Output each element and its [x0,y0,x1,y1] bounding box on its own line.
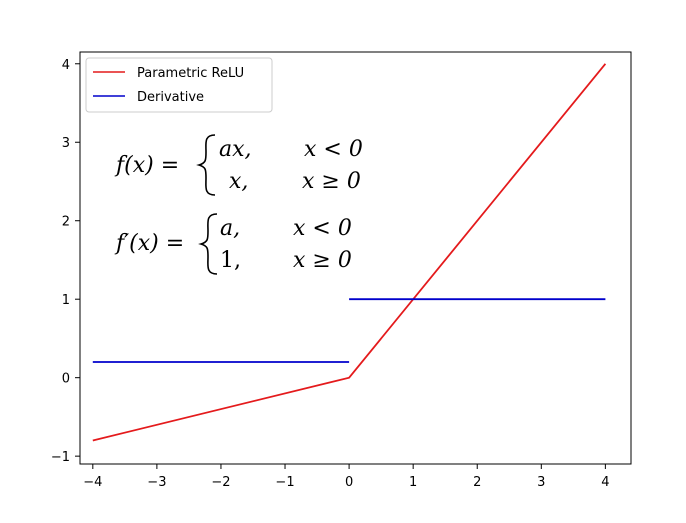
formula-fp-brace [198,213,218,275]
legend-label-prelu: Parametric ReLU [137,66,244,81]
legend: Parametric ReLU Derivative [85,57,273,113]
formula-fp-lhs: f′(x) = [114,231,184,256]
formula-f-case2-expr: x, [229,169,248,194]
series-layer [92,63,607,442]
y-tick-label: 3 [62,136,70,151]
legend-box [85,57,273,113]
series-line-parametric-relu-0 [92,63,607,442]
formula-f-case2-cond: x ≥ 0 [302,169,361,194]
y-tick-label: 2 [62,215,70,230]
x-tick-label: −2 [211,475,230,490]
x-tick-label: 0 [345,475,353,490]
formula-f-case1-expr: ax, [219,137,252,162]
plot-frame [79,51,632,465]
formula-f-brace [196,134,216,196]
y-tick-label: 4 [62,58,70,73]
formula-derivative: f′(x) = a, x < 0 1, x ≥ 0 [114,213,352,275]
x-tick-label: 4 [601,475,609,490]
y-tick-label: 1 [62,293,70,308]
formula-f-lhs: f(x) = [114,153,179,178]
formula-fp-case2-cond: x ≥ 0 [293,248,352,273]
x-tick-label: 3 [537,475,545,490]
x-tick-label: −3 [147,475,166,490]
formula-fp-case1-cond: x < 0 [293,216,352,241]
legend-label-derivative: Derivative [137,90,204,105]
y-tick-label: −1 [51,450,70,465]
ticks-layer: −4 −3 −2 −1 0 1 2 3 4 −1 0 1 2 3 4 [51,58,610,490]
formula-prelu: f(x) = ax, x < 0 x, x ≥ 0 [114,134,363,196]
x-tick-label: 2 [473,475,481,490]
x-tick-label: −1 [275,475,294,490]
formula-f-case1-cond: x < 0 [304,137,363,162]
x-tick-label: −4 [83,475,102,490]
formula-fp-case2-expr: 1, [220,248,241,273]
formula-fp-case1-expr: a, [220,216,240,241]
x-tick-label: 1 [409,475,417,490]
y-tick-label: 0 [62,372,70,387]
